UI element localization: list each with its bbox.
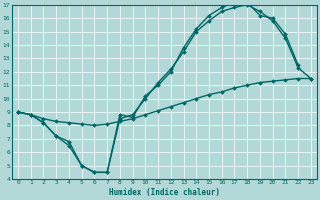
X-axis label: Humidex (Indice chaleur): Humidex (Indice chaleur) — [109, 188, 220, 197]
